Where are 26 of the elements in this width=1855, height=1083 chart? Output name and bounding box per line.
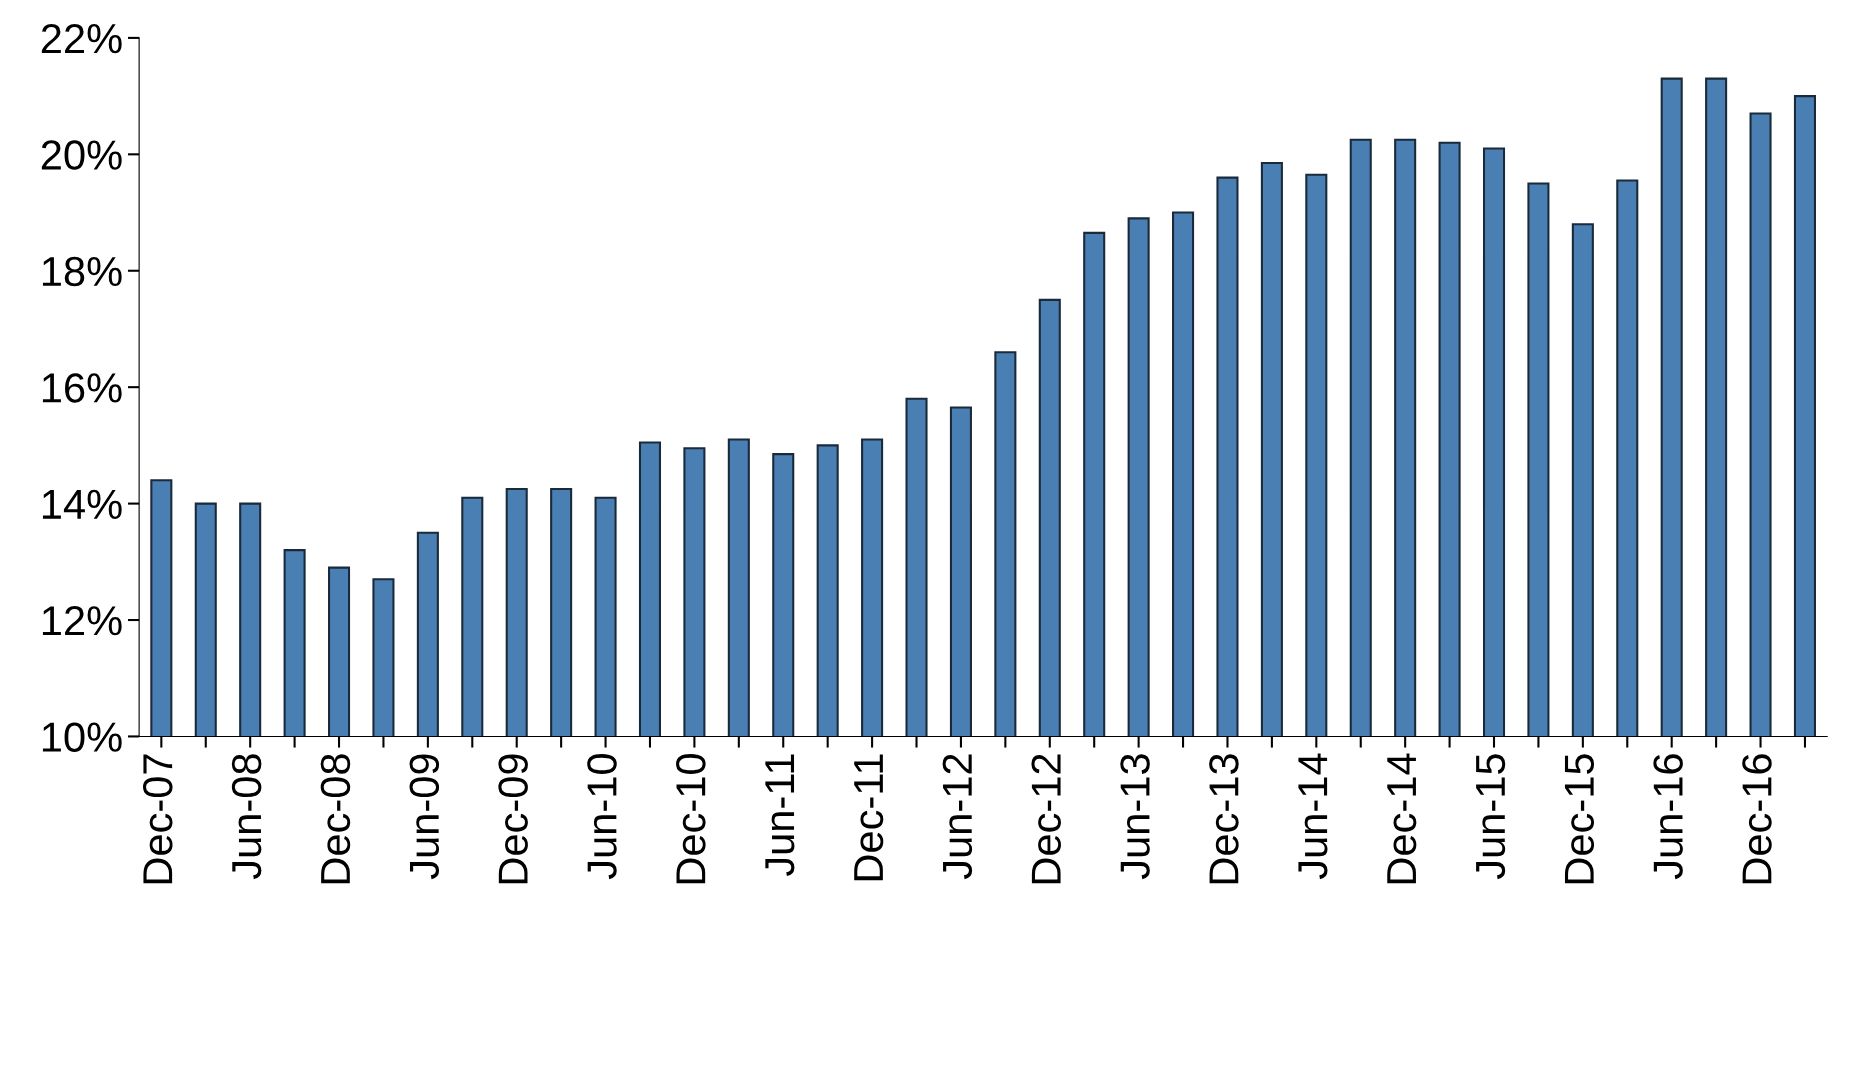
y-tick-label: 12% <box>42 606 122 636</box>
y-tick-label: 16% <box>42 373 122 403</box>
x-tick-label: Jun-15 <box>1476 754 1506 880</box>
x-tick-label: Dec-12 <box>1031 754 1061 884</box>
x-tick-label: Jun-08 <box>231 754 262 880</box>
x-tick-label: Jun-13 <box>1120 754 1150 880</box>
x-tick-label: Jun-09 <box>409 754 440 880</box>
y-tick-label: 20% <box>41 140 122 170</box>
x-tick-label: Jun-12 <box>942 754 973 880</box>
x-tick-label: Dec-15 <box>1564 754 1595 884</box>
x-tick-label: Jun-16 <box>1653 754 1683 880</box>
y-tick-label: 22% <box>41 23 122 54</box>
x-tick-label: Dec-08 <box>320 754 351 884</box>
x-tick-label: Jun-14 <box>1298 753 1328 880</box>
x-tick-label: Dec-09 <box>498 754 528 884</box>
x-tick-label: Dec-13 <box>1209 754 1239 884</box>
x-tick-label: Dec-16 <box>1742 754 1772 884</box>
x-tick-label: Dec-14 <box>1387 753 1417 884</box>
x-tick-label: Jun-11 <box>765 754 795 877</box>
x-tick-label: Dec-07 <box>143 754 173 884</box>
y-tick-label: 10% <box>42 722 122 752</box>
x-tick-label: Dec-10 <box>676 754 706 884</box>
y-tick-label: 14% <box>42 489 122 519</box>
x-tick-label: Dec-11 <box>854 754 884 881</box>
x-tick-label: Jun-10 <box>587 754 617 880</box>
y-tick-label: 18% <box>42 256 122 287</box>
